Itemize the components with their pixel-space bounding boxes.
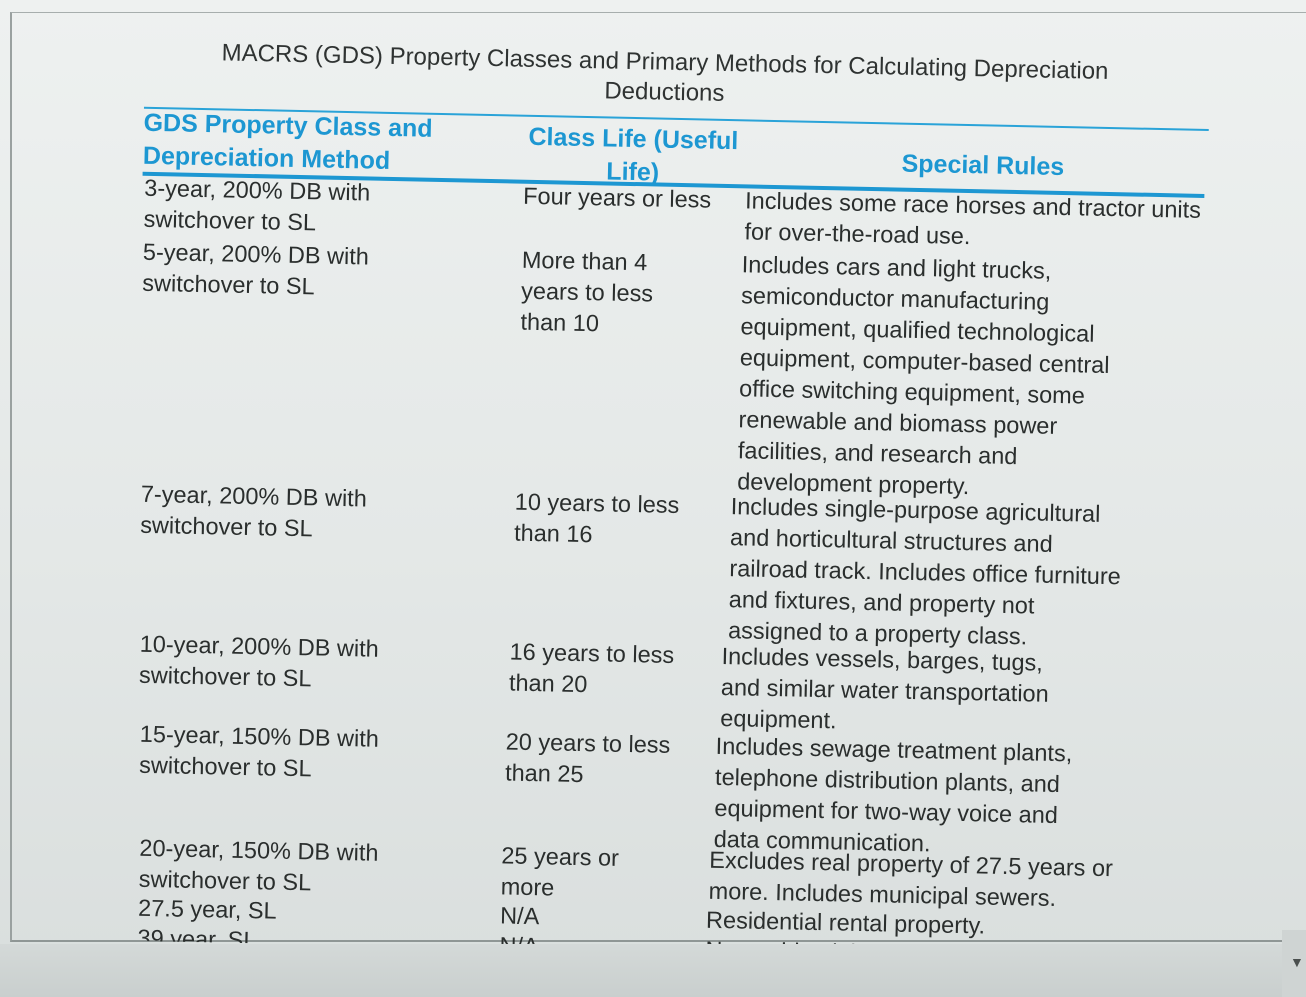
table-row-1-class-method: 5-year, 200% DB with switchover to SL [142,238,370,300]
table-row-0-class-life: Four years or less [522,182,712,213]
table-viewport: MACRS (GDS) Property Classes and Primary… [137,39,1209,965]
table-row-4-special-rules: Includes sewage treatment plants, teleph… [713,732,1073,857]
table-row-1-class-life: More than 4 years to less than 10 [520,246,654,337]
table-title: MACRS (GDS) Property Classes and Primary… [221,39,1109,107]
column-header-special-rules: Special Rules [901,149,1065,182]
table-row-2-special-rules: Includes single-purpose agricultural and… [727,493,1122,650]
scroll-down-arrow-icon[interactable]: ▼ [1290,954,1304,970]
window-bottom-edge [0,944,1306,997]
table-row-4-class-life: 20 years to less than 25 [504,728,671,788]
table-row-0-special-rules: Includes some race horses and tractor un… [744,187,1202,250]
table-row-3-special-rules: Includes vessels, barges, tugs, and simi… [720,642,1050,734]
table-row-5-class-life: 25 years or more [500,842,620,901]
scrollbar-track[interactable] [1282,930,1306,997]
table-row-4-class-method: 15-year, 150% DB with switchover to SL [138,720,380,782]
content-frame [10,12,1306,942]
column-header-class-method: GDS Property Class and Depreciation Meth… [142,108,433,175]
table-row-3-class-method: 10-year, 200% DB with switchover to SL [138,630,380,692]
table-row-0-class-method: 3-year, 200% DB with switchover to SL [143,174,371,236]
table-row-2-class-method: 7-year, 200% DB with switchover to SL [139,480,368,542]
table-row-1-special-rules: Includes cars and light trucks, semicond… [737,251,1110,500]
table-row-5-class-method: 20-year, 150% DB with switchover to SL [138,834,379,896]
table-row-3-class-life: 16 years to less than 20 [508,638,675,698]
table-row-2-class-life: 10 years to less than 16 [513,488,680,548]
